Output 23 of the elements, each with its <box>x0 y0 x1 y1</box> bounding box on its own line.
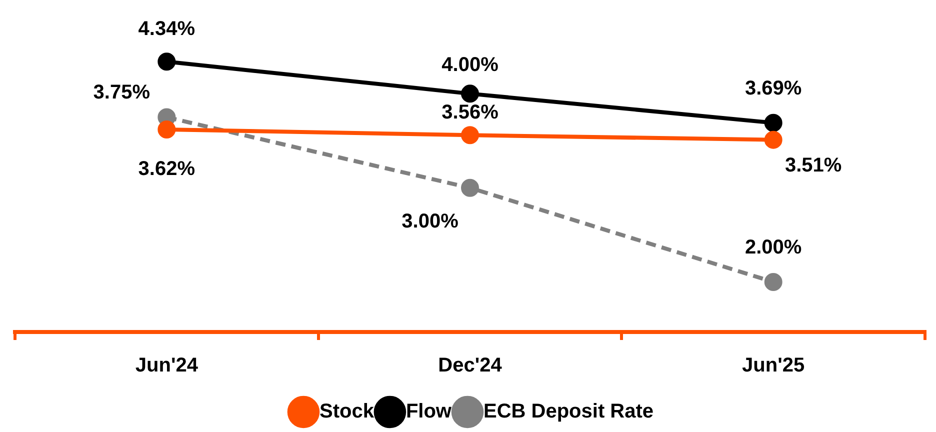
legend-label: Flow <box>406 400 452 423</box>
point <box>461 126 479 144</box>
data-label: 3.51% <box>784 154 842 176</box>
data-label: 3.00% <box>402 210 459 232</box>
data-label: 2.00% <box>744 236 802 259</box>
x-tick-label: Jun'24 <box>135 354 199 377</box>
point <box>158 52 176 71</box>
point <box>764 272 782 291</box>
data-label: 3.56% <box>442 102 499 124</box>
data-label: 3.75% <box>93 82 150 104</box>
data-label: 4.00% <box>442 54 499 76</box>
point <box>764 130 782 149</box>
point <box>158 120 176 138</box>
data-label: 3.62% <box>138 158 196 180</box>
x-tick-label: Dec'24 <box>438 354 503 377</box>
legend-label: Stock <box>319 400 375 423</box>
legend-label: ECB Deposit Rate <box>483 400 654 423</box>
point <box>461 84 479 103</box>
point <box>764 114 782 132</box>
data-label: 3.69% <box>744 77 802 100</box>
x-tick-label: Jun'25 <box>742 354 805 377</box>
point <box>461 178 479 197</box>
data-label: 4.34% <box>138 18 196 40</box>
